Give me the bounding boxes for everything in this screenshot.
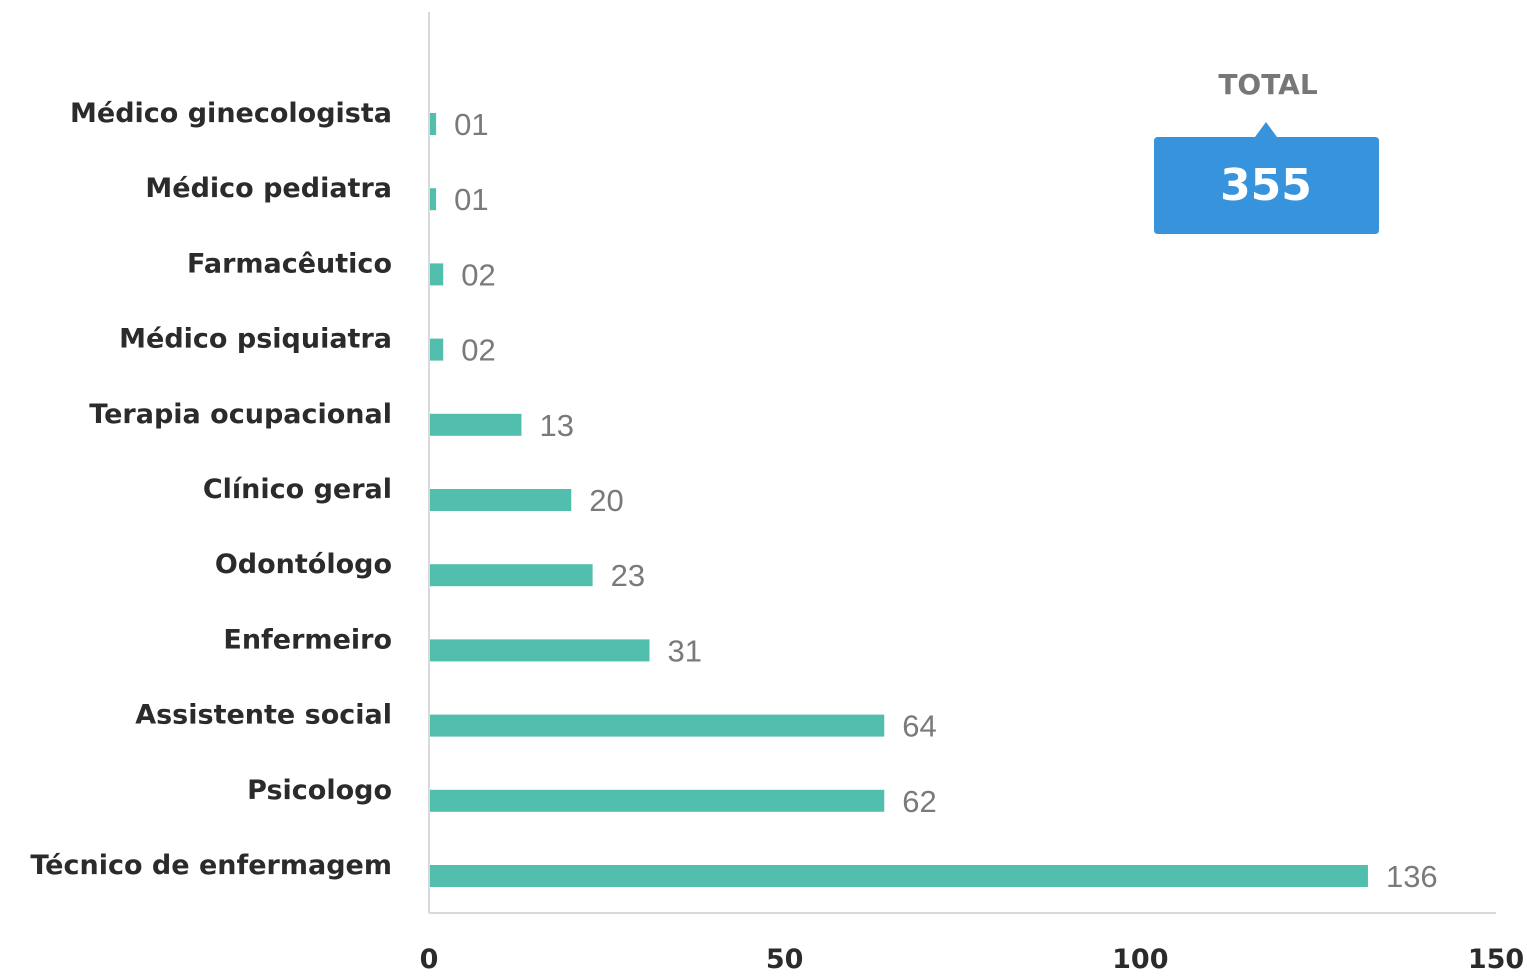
total-callout: TOTAL 355 <box>1154 68 1379 234</box>
value-label-0: 01 <box>454 107 488 142</box>
bar-5 <box>430 489 572 511</box>
x-tick-labels-group: 0 50 100 150 <box>420 944 1525 975</box>
category-label-4: Terapia ocupacional <box>89 399 392 430</box>
category-label-6: Odontólogo <box>215 549 392 580</box>
bar-3 <box>430 338 444 361</box>
category-label-8: Assistente social <box>135 700 392 731</box>
category-labels-group: Médico ginecologista Médico pediatra Farma… <box>30 98 392 881</box>
total-title: TOTAL <box>1218 68 1317 101</box>
bar-0 <box>430 113 437 135</box>
bar-4 <box>430 413 522 436</box>
bar-7 <box>430 639 650 662</box>
value-label-5: 20 <box>589 483 623 518</box>
value-labels-group: 01 01 02 02 13 20 23 31 64 62 136 <box>454 107 1438 894</box>
category-label-0: Médico ginecologista <box>70 98 392 129</box>
value-label-10: 136 <box>1386 859 1438 894</box>
bar-8 <box>430 714 885 737</box>
bar-9 <box>430 789 885 812</box>
category-label-7: Enfermeiro <box>223 624 392 655</box>
total-value: 355 <box>1220 160 1312 211</box>
value-label-4: 13 <box>539 408 573 443</box>
value-label-6: 23 <box>611 558 645 593</box>
value-label-8: 64 <box>902 709 936 744</box>
x-tick-label-1: 50 <box>766 944 804 975</box>
x-tick-label-2: 100 <box>1112 944 1168 975</box>
category-label-3: Médico psiquiatra <box>119 324 392 355</box>
category-label-2: Farmacêutico <box>187 248 392 279</box>
category-label-5: Clínico geral <box>203 474 392 505</box>
x-tick-label-0: 0 <box>420 944 439 975</box>
bar-10 <box>430 865 1368 887</box>
x-tick-label-3: 150 <box>1468 944 1524 975</box>
value-label-7: 31 <box>668 633 702 668</box>
category-label-9: Psicologo <box>247 775 392 806</box>
total-box <box>1154 122 1379 234</box>
category-label-1: Médico pediatra <box>145 173 392 204</box>
value-label-3: 02 <box>461 333 495 368</box>
bar-2 <box>430 263 444 286</box>
bar-1 <box>430 188 437 211</box>
bar-6 <box>430 564 593 587</box>
bars-group <box>430 113 1368 887</box>
category-label-10: Técnico de enfermagem <box>30 850 392 881</box>
value-label-1: 01 <box>454 182 488 217</box>
value-label-9: 62 <box>902 784 936 819</box>
value-label-2: 02 <box>461 257 495 292</box>
